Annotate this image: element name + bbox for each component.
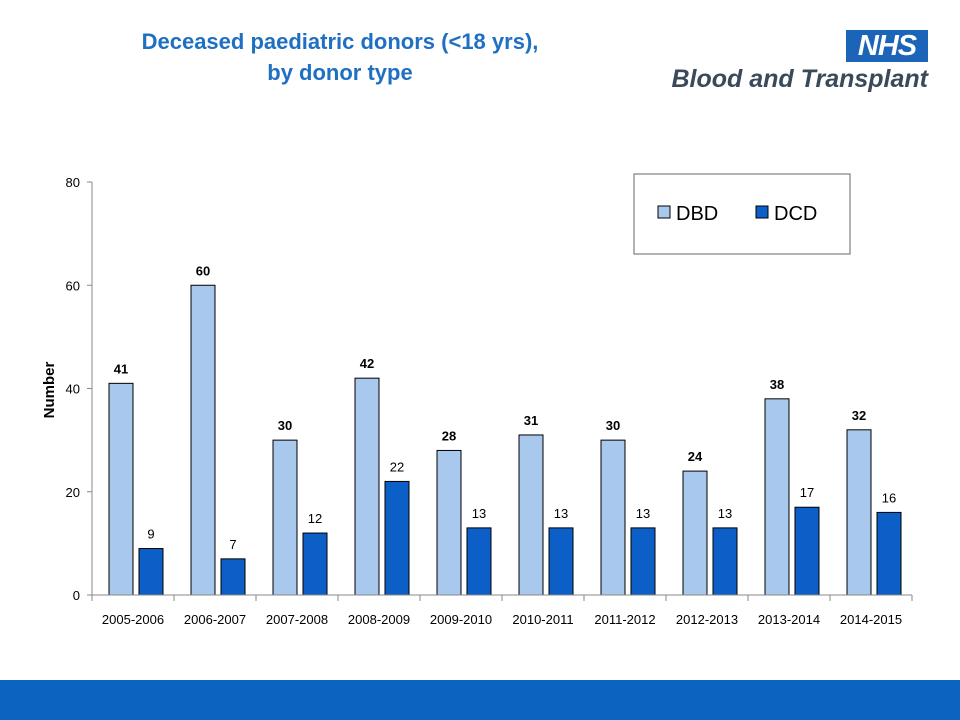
data-label-dcd: 22 [390, 459, 404, 474]
donor-bar-chart: 41 60 30 42 28 31 30 24 38 32 9 7 12 22 13 13 13 13 17 16 2… [41, 173, 913, 627]
data-label-dbd: 38 [770, 377, 784, 392]
x-tick-label: 2006-2007 [184, 612, 246, 627]
bar-dcd [630, 527, 656, 596]
legend-box [633, 173, 851, 255]
x-tick-label: 2013-2014 [758, 612, 820, 627]
legend-label-dbd: DBD [676, 203, 718, 225]
data-label-dbd: 28 [442, 428, 456, 443]
bar-dbd [518, 434, 544, 596]
bar-dcd [548, 527, 574, 596]
bar-dbd [108, 382, 134, 596]
nhsbt-logo: NHS Blood and Transplant [656, 30, 936, 100]
y-tick-label: 60 [66, 278, 80, 293]
chart-legend: DBD DCD [633, 173, 851, 255]
data-label-dbd: 41 [114, 361, 128, 376]
legend-swatch-dcd [755, 205, 769, 219]
x-tick-label: 2005-2006 [102, 612, 164, 627]
bar-dcd [466, 527, 492, 596]
y-tick-label: 40 [66, 382, 80, 397]
bar-dbd [354, 377, 380, 596]
data-label-dcd: 9 [147, 527, 154, 542]
x-tick-label: 2014-2015 [840, 612, 902, 627]
bar-dcd [220, 558, 246, 596]
title-line-1: Deceased paediatric donors (<18 yrs), [141, 29, 539, 54]
bar-dcd [302, 532, 328, 596]
data-label-dbd: 30 [278, 418, 292, 433]
bar-dbd [682, 470, 708, 596]
bar-dbd [600, 439, 626, 596]
data-label-dcd: 13 [554, 506, 568, 521]
bar-dcd [794, 506, 820, 596]
title-line-2: by donor type [267, 60, 413, 85]
x-tick-label: 2012-2013 [676, 612, 738, 627]
bar-dcd [876, 511, 902, 596]
legend-label-dcd: DCD [774, 203, 817, 225]
logo-text: Blood and Transplant [671, 65, 929, 93]
chart-title: Deceased paediatric donors (<18 yrs), by… [60, 26, 620, 88]
data-label-dcd: 13 [636, 506, 650, 521]
bar-dbd [436, 449, 462, 596]
data-label-dcd: 16 [882, 490, 896, 505]
bar-dcd [138, 548, 164, 596]
data-label-dbd: 42 [360, 356, 374, 371]
nhs-logo-badge: NHS [846, 30, 928, 62]
data-label-dbd: 30 [606, 418, 620, 433]
data-label-dbd: 31 [524, 413, 538, 428]
data-label-dcd: 13 [472, 506, 486, 521]
x-tick-label: 2008-2009 [348, 612, 410, 627]
y-axis-label: Number [41, 362, 58, 419]
data-label-dbd: 60 [196, 263, 210, 278]
legend-swatch-dbd [657, 205, 671, 219]
footer-bar [0, 680, 960, 720]
bar-dbd [764, 398, 790, 596]
y-tick-label: 0 [73, 588, 80, 603]
x-tick-label: 2007-2008 [266, 612, 328, 627]
bar-dcd [712, 527, 738, 596]
data-label-dcd: 12 [308, 511, 322, 526]
data-label-dcd: 17 [800, 485, 814, 500]
bar-dbd [190, 284, 216, 596]
bar-dbd [272, 439, 298, 596]
x-tick-label: 2009-2010 [430, 612, 492, 627]
bar-dbd [846, 429, 872, 596]
bar-dcd [384, 480, 410, 596]
y-tick-label: 20 [66, 485, 80, 500]
data-label-dbd: 24 [688, 449, 703, 464]
data-label-dcd: 7 [229, 537, 236, 552]
data-label-dbd: 32 [852, 408, 866, 423]
x-tick-label: 2010-2011 [512, 612, 573, 627]
y-tick-label: 80 [66, 175, 80, 190]
x-tick-label: 2011-2012 [594, 612, 655, 627]
data-label-dcd: 13 [718, 506, 732, 521]
